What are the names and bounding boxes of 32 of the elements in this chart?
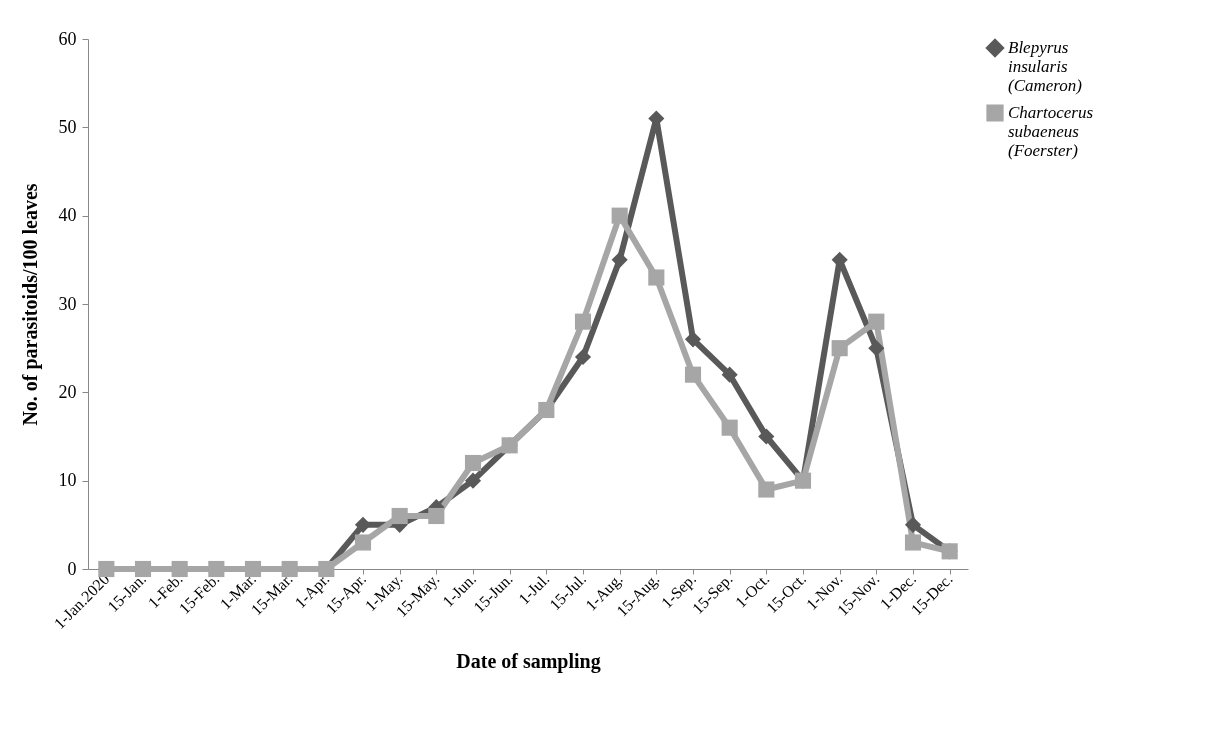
point bbox=[574, 313, 592, 330]
point bbox=[721, 366, 738, 383]
point bbox=[391, 507, 408, 525]
legend-label: Blepyrus insularis (Cameron) bbox=[1008, 38, 1083, 95]
point bbox=[611, 251, 628, 268]
point bbox=[684, 331, 702, 348]
point bbox=[574, 348, 592, 366]
point bbox=[868, 340, 885, 357]
point bbox=[648, 269, 665, 286]
y-tick-label: 0 bbox=[67, 558, 77, 579]
point bbox=[868, 313, 885, 330]
point bbox=[831, 340, 848, 357]
y-tick-label: 30 bbox=[58, 293, 77, 314]
point bbox=[684, 366, 702, 383]
point bbox=[758, 481, 775, 498]
point bbox=[721, 419, 738, 436]
point bbox=[904, 534, 922, 551]
point bbox=[464, 472, 482, 489]
point bbox=[464, 454, 482, 472]
point bbox=[904, 516, 922, 533]
y-axis-title: No. of parasitoids/100 leaves bbox=[18, 183, 42, 426]
point bbox=[758, 428, 775, 445]
y-tick-label: 10 bbox=[58, 470, 77, 491]
x-axis-title: Date of sampling bbox=[456, 650, 601, 674]
y-tick-label: 60 bbox=[58, 28, 77, 49]
point bbox=[611, 207, 628, 224]
point bbox=[354, 534, 372, 551]
y-tick-label: 40 bbox=[58, 205, 77, 226]
y-tick-label: 20 bbox=[58, 381, 77, 402]
y-tick-label: 50 bbox=[58, 116, 77, 137]
point bbox=[428, 507, 445, 525]
legend-label: Chartocerus subaeneus (Foerster) bbox=[1008, 103, 1094, 160]
